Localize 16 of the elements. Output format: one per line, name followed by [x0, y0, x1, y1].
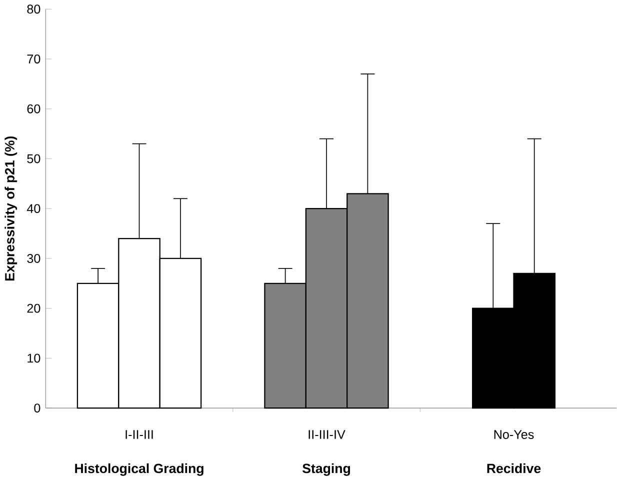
- x-tick-label: No-Yes: [494, 430, 534, 440]
- text: Histological Grading: [75, 464, 204, 476]
- y-tick-label: 50: [27, 154, 40, 164]
- y-tick-label: 70: [27, 54, 40, 64]
- x-tick-label: I-II-III: [126, 430, 153, 440]
- y-tick-label: 40: [26, 204, 40, 214]
- y-tick-label: 0: [34, 404, 40, 413]
- text: Recidive: [487, 464, 541, 474]
- text: Staging: [302, 464, 350, 476]
- y-tick-label: 20: [27, 304, 40, 314]
- y-tick-label: 10: [28, 354, 40, 363]
- y-tick-label: 60: [27, 104, 40, 114]
- y-tick-label: 30: [27, 254, 40, 264]
- y-tick-label: 80: [27, 4, 40, 14]
- y-axis-title: Expressivity of p21 (%): [4, 136, 18, 281]
- x-tick-label: II-III-IV: [308, 430, 346, 440]
